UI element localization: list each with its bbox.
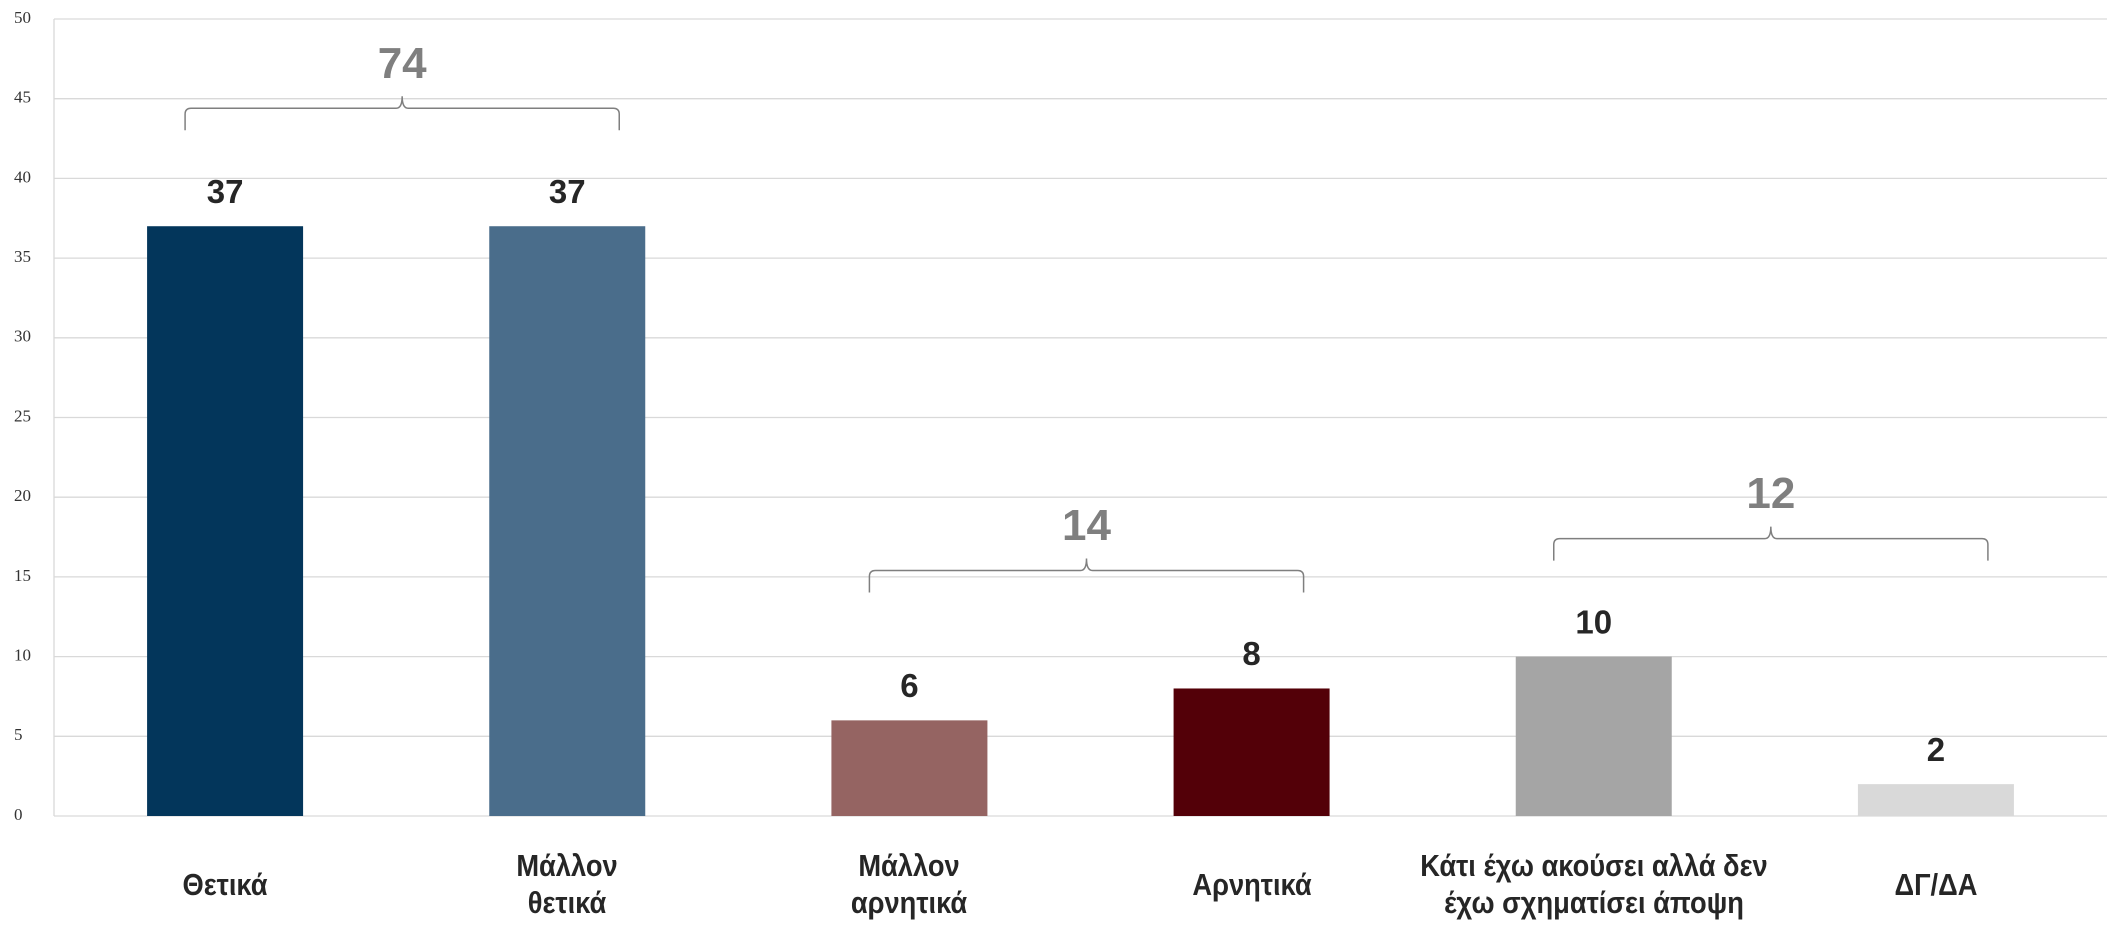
x-tick-label: ΔΓ/ΔΑ	[1894, 866, 1978, 902]
bar	[831, 720, 988, 816]
bar	[489, 226, 646, 817]
y-tick-label: 50	[14, 8, 31, 27]
value-label: 6	[900, 667, 918, 704]
x-tick-label: Μάλλον θετικά	[516, 848, 618, 920]
y-tick-label: 15	[14, 566, 31, 585]
group-bracket	[868, 558, 1305, 593]
y-tick-label: 30	[14, 327, 31, 346]
value-label: 2	[1927, 731, 1945, 768]
y-tick-label: 35	[14, 247, 31, 266]
group-total-label: 12	[1746, 469, 1795, 518]
x-tick-label: Αρνητικά	[1191, 866, 1312, 902]
y-tick-label: 10	[14, 646, 31, 665]
group-bracket	[184, 96, 620, 131]
y-tick-label: 0	[14, 805, 23, 824]
value-label: 8	[1242, 635, 1260, 672]
group-total-label: 14	[1062, 501, 1111, 550]
x-tick-label: Θετικά	[182, 866, 268, 902]
x-tick-label: Μάλλον αρνητικά	[851, 848, 968, 920]
y-tick-label: 25	[14, 406, 31, 425]
value-label: 10	[1575, 603, 1612, 640]
bar	[1515, 656, 1672, 816]
value-label: 37	[549, 173, 586, 210]
y-tick-label: 5	[14, 725, 23, 744]
y-tick-label: 45	[14, 88, 31, 107]
bar	[147, 226, 304, 817]
y-tick-label: 40	[14, 167, 31, 186]
group-total-label: 74	[378, 39, 427, 88]
group-bracket	[1553, 526, 1989, 561]
x-tick-label: Κάτι έχω ακούσει αλλά δεν έχω σχηματίσει…	[1420, 848, 1768, 920]
value-label: 37	[207, 173, 244, 210]
y-tick-label: 20	[14, 486, 31, 505]
bar	[1173, 688, 1330, 816]
bar	[1857, 784, 2014, 816]
